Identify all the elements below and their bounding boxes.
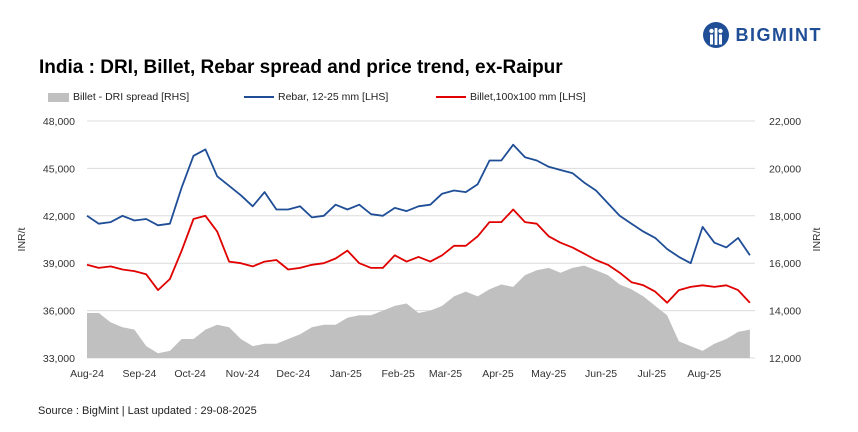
legend-swatch-spread: [48, 92, 69, 102]
x-tick-label: Apr-25: [482, 368, 514, 380]
x-tick-label: Jul-25: [638, 368, 667, 380]
series-area-spread: [87, 265, 750, 358]
series-line-rebar: [86, 143, 751, 265]
y-tick-label: 42,000: [43, 211, 75, 223]
x-tick-label: Aug-25: [687, 368, 721, 380]
y-tick-label: 39,000: [43, 258, 75, 270]
y-tick-label: 33,000: [43, 353, 75, 365]
legend-swatch-rebar: [244, 96, 274, 98]
y-tick-label: 36,000: [43, 306, 75, 318]
y-tick-label: 48,000: [43, 116, 75, 128]
legend-item-billet: Billet,100x100 mm [LHS]: [436, 91, 586, 103]
legend-item-rebar: Rebar, 12-25 mm [LHS]: [244, 91, 388, 103]
x-tick-label: Jan-25: [330, 368, 362, 380]
x-tick-label: Nov-24: [226, 368, 260, 380]
legend-item-spread: Billet - DRI spread [RHS]: [48, 91, 189, 103]
x-tick-label: Jun-25: [585, 368, 617, 380]
y2-axis-title: INR/t: [811, 227, 823, 251]
x-tick-label: Sep-24: [122, 368, 156, 380]
legend-label-billet: Billet,100x100 mm [LHS]: [470, 91, 586, 103]
x-tick-label: Mar-25: [429, 368, 462, 380]
x-tick-label: Oct-24: [174, 368, 206, 380]
y2-tick-label: 14,000: [769, 306, 801, 318]
y-axis-title: INR/t: [16, 227, 28, 251]
x-tick-label: Aug-24: [70, 368, 104, 380]
legend-label-spread: Billet - DRI spread [RHS]: [73, 91, 190, 103]
chart-title: India : DRI, Billet, Rebar spread and pr…: [39, 57, 563, 78]
y2-tick-label: 16,000: [769, 258, 801, 270]
brand-name: BIGMINT: [735, 24, 822, 45]
y2-tick-label: 22,000: [769, 116, 801, 128]
x-tick-label: Dec-24: [276, 368, 310, 380]
source-note: Source : BigMint | Last updated : 29-08-…: [38, 405, 257, 417]
brand-logo: BIGMINT: [702, 21, 823, 49]
series-line-billet: [86, 208, 751, 304]
legend-label-rebar: Rebar, 12-25 mm [LHS]: [278, 91, 389, 103]
y2-tick-label: 20,000: [769, 163, 801, 175]
bigmint-emblem-icon: [702, 22, 729, 48]
y2-tick-label: 12,000: [769, 353, 801, 365]
x-tick-label: Feb-25: [382, 368, 415, 380]
y2-tick-label: 18,000: [769, 211, 801, 223]
x-tick-label: May-25: [531, 368, 566, 380]
legend-swatch-billet: [436, 96, 466, 98]
y-tick-label: 45,000: [43, 163, 75, 175]
